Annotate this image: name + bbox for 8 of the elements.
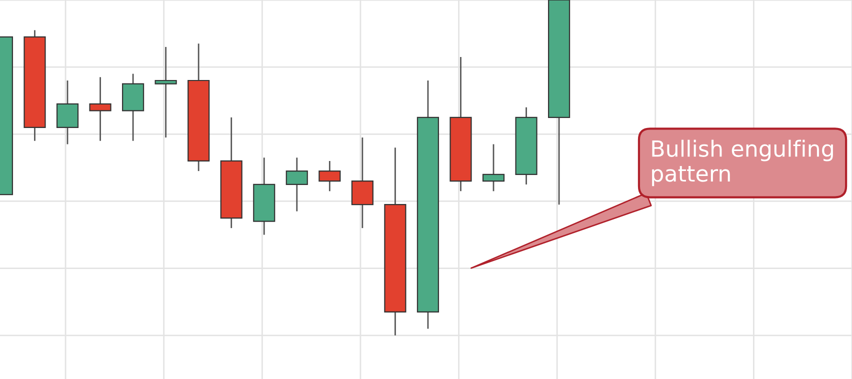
candlestick (482, 144, 505, 192)
text: Bullish engulfing pattern (652, 140, 833, 186)
candlestick (89, 76, 112, 142)
candlestick (351, 136, 374, 229)
candlestick (318, 160, 341, 192)
candlestick (56, 80, 79, 145)
candlestick (286, 156, 308, 212)
candlestick (154, 46, 177, 138)
